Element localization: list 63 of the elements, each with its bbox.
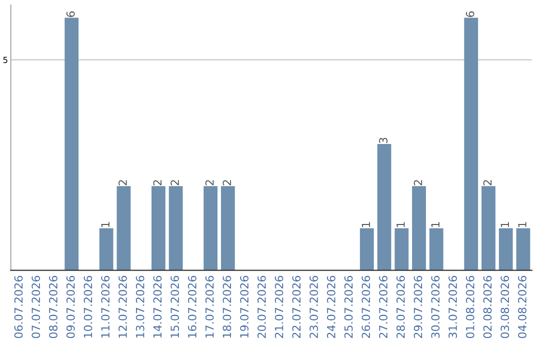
x-tick-label: 08.07.2026 [49, 276, 58, 338]
data-label: 1 [431, 222, 440, 227]
x-tick-label: 20.07.2026 [257, 276, 266, 338]
bar [516, 228, 530, 270]
x-tick-label: 23.07.2026 [310, 276, 318, 338]
bar [429, 228, 444, 270]
bar [64, 18, 79, 270]
x-tick-label: 16.07.2026 [188, 276, 196, 338]
x-tick-label: 12.07.2026 [118, 276, 127, 338]
bar [360, 228, 374, 270]
x-tick-label: 10.07.2026 [84, 276, 92, 338]
x-tick-label: 09.07.2026 [66, 276, 75, 338]
y-tick-label: 5 [3, 56, 8, 64]
data-label: 2 [414, 180, 422, 186]
data-label: 1 [101, 222, 110, 227]
x-tick-label: 27.07.2026 [379, 276, 388, 338]
x-tick-label: 24.07.2026 [326, 276, 336, 338]
bar [482, 186, 496, 270]
data-label: 3 [379, 138, 388, 144]
bar [394, 228, 409, 270]
bar [220, 186, 235, 270]
x-tick-label: 21.07.2026 [274, 276, 284, 338]
bar [498, 228, 513, 270]
bar [464, 18, 478, 270]
x-tick-label: 07.07.2026 [32, 276, 40, 338]
data-label: 2 [153, 180, 162, 186]
x-tick-label: 26.07.2026 [362, 276, 370, 338]
x-tick-label: 30.07.2026 [431, 276, 440, 338]
x-tick-label: 29.07.2026 [414, 276, 422, 338]
x-tick-label: 31.07.2026 [448, 276, 457, 338]
x-tick-label: 13.07.2026 [136, 276, 144, 338]
x-tick-label: 01.08.2026 [466, 276, 474, 338]
x-tick-label: 17.07.2026 [205, 276, 214, 338]
data-label: 6 [66, 11, 75, 17]
bar [168, 186, 183, 270]
data-label: 2 [170, 180, 179, 186]
x-tick-label: 15.07.2026 [170, 276, 180, 338]
x-tick-label: 11.07.2026 [101, 276, 110, 338]
data-label: 2 [222, 180, 231, 186]
data-label: 2 [205, 180, 214, 186]
bar [377, 144, 392, 270]
x-tick-label: 18.07.2026 [222, 276, 232, 338]
data-label: 6 [466, 11, 474, 17]
data-label: 1 [500, 222, 509, 227]
bar [99, 228, 114, 270]
x-tick-label: 04.08.2026 [518, 276, 526, 338]
x-tick-label: 02.08.2026 [483, 276, 492, 338]
x-tick-label: 19.07.2026 [240, 276, 249, 338]
data-label: 2 [118, 180, 127, 186]
x-tick-label: 25.07.2026 [344, 276, 353, 338]
data-label: 2 [483, 180, 492, 186]
bar [204, 186, 218, 270]
data-label: 1 [518, 222, 526, 227]
x-tick-label: 06.07.2026 [14, 276, 23, 338]
bar [412, 186, 426, 270]
x-tick-label: 14.07.2026 [153, 276, 162, 338]
data-label: 1 [396, 222, 405, 227]
x-tick-label: 03.08.2026 [500, 276, 510, 338]
x-tick-label: 22.07.2026 [292, 276, 301, 338]
bar [151, 186, 166, 270]
bar [116, 186, 131, 270]
data-label: 1 [362, 222, 370, 227]
x-tick-label: 28.07.2026 [396, 276, 405, 338]
